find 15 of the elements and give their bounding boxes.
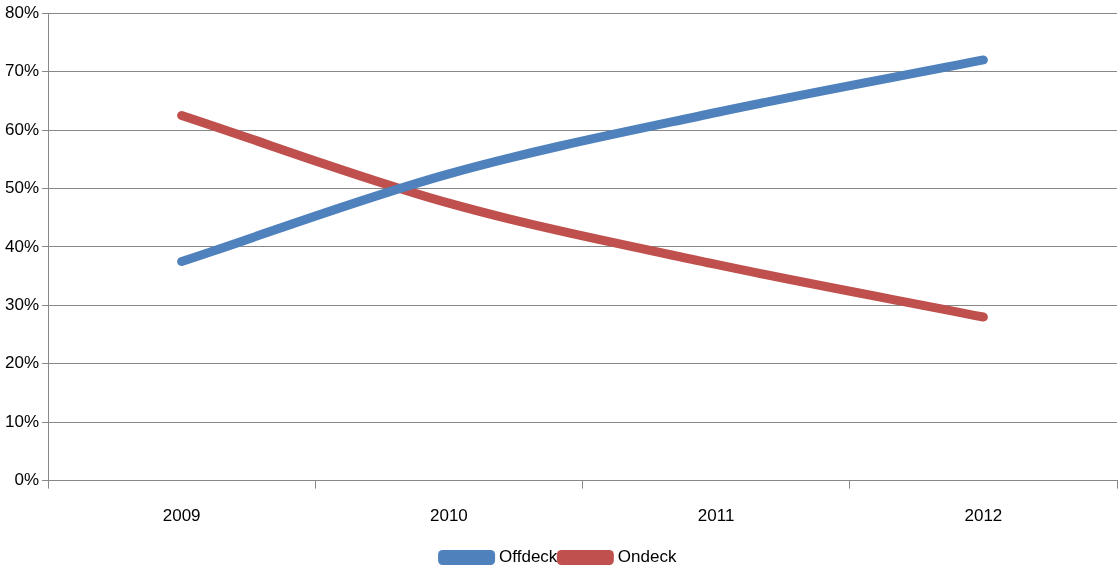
y-tick-label: 20% [4,353,40,373]
y-tick-label: 0% [14,470,40,490]
y-tick-label: 30% [4,295,40,315]
y-tick-label: 70% [4,61,40,81]
legend-label: Ondeck [617,547,677,567]
x-tick-label: 2011 [697,506,735,526]
x-tick-label: 2009 [162,506,201,526]
x-tick-label: 2010 [429,506,468,526]
y-tick-label: 10% [4,411,40,431]
y-tick-label: 40% [4,236,40,256]
y-tick-label: 50% [4,178,40,198]
x-tick-label: 2012 [964,506,1003,526]
y-tick-label: 80% [4,2,40,22]
legend-label: Offdeck [499,547,558,567]
y-tick-label: 60% [4,119,40,139]
